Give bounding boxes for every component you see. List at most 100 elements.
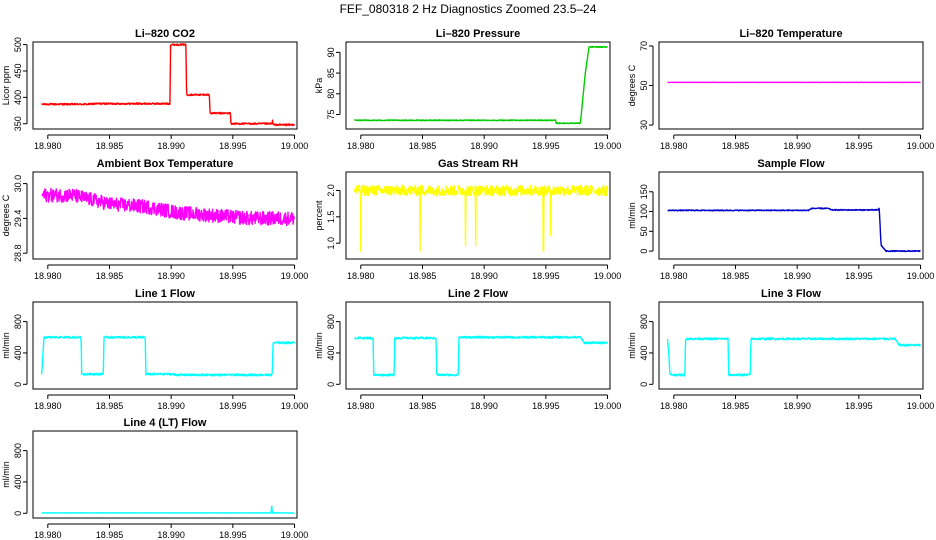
chart-panel-10: Line 4 (LT) Flow ml/min 18.980 18.985 18.990… [1,417,308,540]
panel-title: Li–820 Temperature [739,28,842,40]
x-tick-label: 19.000 [281,401,309,411]
x-tick-label: 18.985 [409,141,437,151]
y-tick-label: 0 [639,382,649,387]
x-tick-label: 19.000 [281,141,309,151]
y-axis-label: Licor ppm [1,66,11,106]
x-tick-label: 18.980 [660,141,688,151]
y-axis-label: ml/min [627,202,637,229]
x-tick-label: 18.990 [157,141,185,151]
x-tick-label: 18.980 [34,271,62,281]
x-tick-label: 18.985 [722,401,750,411]
y-tick-label: 0 [326,382,336,387]
x-tick-label: 18.980 [347,271,375,281]
y-tick-label: 75 [326,109,336,119]
y-tick-label: 400 [639,345,649,360]
x-tick-label: 18.985 [722,271,750,281]
x-tick-label: 18.995 [845,401,873,411]
x-tick-label: 18.995 [532,271,560,281]
x-tick-label: 18.985 [722,141,750,151]
panel-title: Sample Flow [757,158,825,170]
series-line [41,187,296,227]
x-tick-label: 19.000 [907,271,935,281]
x-tick-label: 18.985 [409,401,437,411]
y-tick-label: 400 [326,345,336,360]
page-title: FEF_080318 2 Hz Diagnostics Zoomed 23.5–… [339,2,597,16]
series-line [667,207,921,253]
x-tick-label: 18.990 [470,271,498,281]
y-tick-label: 90 [326,47,336,57]
x-tick-label: 18.995 [845,141,873,151]
y-axis-label: ml/min [1,461,11,488]
y-tick-label: 350 [13,116,23,131]
panel-title: Li–820 Pressure [436,28,520,40]
chart-panel-1: Li–820 CO2 Licor ppm 18.980 18.985 18.990 18.… [1,28,308,151]
panel-title: Li–820 CO2 [135,28,195,40]
plot-frame [32,41,298,130]
y-tick-label: 800 [639,314,649,329]
x-tick-label: 18.990 [157,271,185,281]
x-tick-label: 19.000 [594,271,622,281]
panel-title: Line 4 (LT) Flow [124,417,207,429]
y-tick-label: 150 [639,184,649,199]
chart-panel-9: Line 3 Flow ml/min 18.980 18.985 18.990 18.99… [627,288,934,411]
x-tick-label: 18.995 [219,530,247,540]
y-axis-label: ml/min [1,332,11,359]
x-tick-label: 19.000 [594,401,622,411]
y-tick-label: 800 [326,314,336,329]
series-line [666,337,921,377]
plot-frame [658,301,924,390]
y-axis-label: degrees C [1,194,11,236]
y-tick-label: 50 [639,226,649,236]
x-tick-label: 18.980 [660,271,688,281]
panel-title: Line 2 Flow [448,288,508,300]
series-line [40,43,296,127]
y-tick-label: 450 [13,63,23,78]
chart-panel-8: Line 2 Flow ml/min 18.980 18.985 18.990 18.99… [314,288,621,411]
y-tick-label: 400 [13,90,23,105]
plot-frame [32,171,298,260]
chart-panel-2: Li–820 Pressure kPa 18.980 18.985 18.990 18.9… [314,28,621,151]
x-tick-label: 18.985 [96,401,124,411]
y-tick-label: 0 [13,382,23,387]
chart-panel-5: Gas Stream RH percent 18.980 18.985 18.990 18… [314,158,621,281]
y-axis-label: ml/min [314,332,324,359]
chart-panel-6: Sample Flow ml/min 18.980 18.985 18.990 18.99… [627,158,934,281]
x-tick-label: 18.980 [34,401,62,411]
x-tick-label: 18.990 [470,141,498,151]
x-tick-label: 18.980 [347,401,375,411]
x-tick-label: 19.000 [907,401,935,411]
y-axis-label: degrees C [627,64,637,106]
x-tick-label: 18.995 [219,271,247,281]
y-tick-label: 85 [326,68,336,78]
plot-frame [345,41,611,130]
y-tick-label: 800 [13,314,23,329]
chart-panel-7: Line 1 Flow ml/min 18.980 18.985 18.990 18.99… [1,288,308,411]
x-tick-label: 18.985 [96,271,124,281]
y-tick-label: 28.8 [13,244,23,262]
y-axis-label: kPa [314,78,324,94]
series-line [354,335,609,377]
x-tick-label: 18.990 [783,141,811,151]
y-tick-label: 50 [639,80,649,90]
panel-title: Gas Stream RH [438,158,518,170]
series-line [353,184,609,252]
y-tick-label: 800 [13,443,23,458]
y-tick-label: 0 [13,511,23,516]
y-tick-label: 100 [639,204,649,219]
series-line [40,335,296,377]
y-tick-label: 0 [639,249,649,254]
y-tick-label: 500 [13,37,23,52]
x-tick-label: 18.980 [660,401,688,411]
y-tick-label: 30.0 [13,175,23,193]
x-tick-label: 18.995 [219,141,247,151]
x-tick-label: 18.985 [96,530,124,540]
y-tick-label: 400 [13,474,23,489]
series-line [41,505,295,514]
x-tick-label: 18.980 [347,141,375,151]
y-tick-label: 1.0 [326,237,336,250]
plot-frame [345,171,611,260]
x-tick-label: 18.985 [409,271,437,281]
x-tick-label: 19.000 [594,141,622,151]
y-axis-label: ml/min [627,332,637,359]
